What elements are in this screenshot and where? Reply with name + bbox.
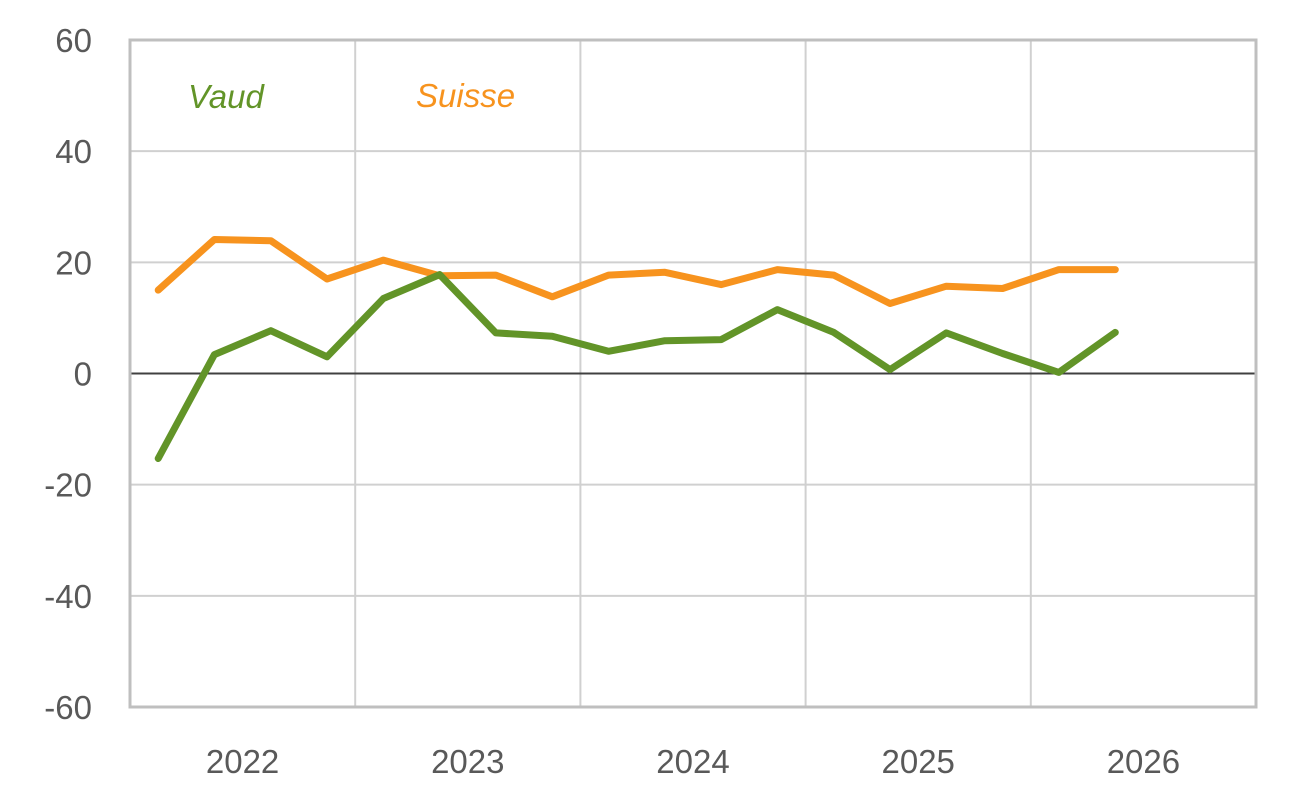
series-lines [154, 236, 1119, 462]
x-tick-label: 2026 [1107, 743, 1180, 780]
y-tick-label: -20 [44, 467, 92, 504]
y-tick-label: 40 [55, 133, 92, 170]
y-tick-label: -60 [44, 689, 92, 726]
series-line-suisse [154, 236, 1119, 307]
x-tick-label: 2022 [206, 743, 279, 780]
y-tick-label: -40 [44, 578, 92, 615]
y-axis-tick-labels: 60 40 20 0 -20 -40 -60 [44, 22, 92, 726]
legend: Vaud Suisse [188, 77, 515, 115]
y-tick-label: 60 [55, 22, 92, 59]
y-tick-label: 20 [55, 244, 92, 281]
x-axis-tick-labels: 2022 2023 2024 2025 2026 [206, 743, 1180, 780]
legend-label-vaud: Vaud [188, 78, 265, 115]
plot-area-border [128, 38, 1258, 709]
series-line-vaud [154, 271, 1119, 462]
x-tick-label: 2024 [656, 743, 729, 780]
x-tick-label: 2023 [431, 743, 504, 780]
legend-label-suisse: Suisse [416, 77, 515, 114]
x-tick-label: 2025 [881, 743, 954, 780]
y-tick-label: 0 [74, 356, 92, 393]
